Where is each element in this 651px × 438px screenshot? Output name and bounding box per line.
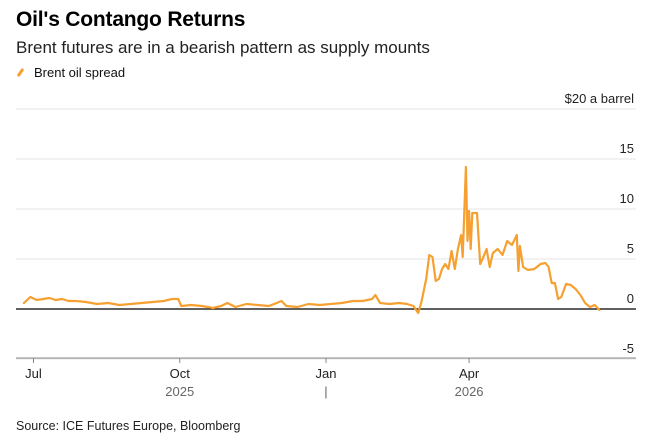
- year-divider: |: [324, 384, 327, 399]
- y-tick-label: $20 a barrel: [565, 91, 634, 106]
- x-tick-label: Jan: [316, 366, 337, 381]
- x-tick-label: Apr: [459, 366, 480, 381]
- y-tick-label: 15: [620, 141, 634, 156]
- series-line-brent-oil-spread: [22, 165, 601, 315]
- y-tick-label: -5: [622, 341, 634, 356]
- chart-title: Oil's Contango Returns: [16, 8, 246, 31]
- chart-subtitle: Brent futures are in a bearish pattern a…: [16, 38, 430, 57]
- x-year-label: 2026: [455, 384, 484, 399]
- x-year-label: 2025: [165, 384, 194, 399]
- y-axis-labels: $20 a barrel 15 10 5 0 -5: [565, 91, 634, 356]
- y-tick-label: 10: [620, 191, 634, 206]
- x-tick-label: Jul: [25, 366, 42, 381]
- y-tick-label: 0: [627, 291, 634, 306]
- x-tick-label: Oct: [170, 366, 191, 381]
- gridlines: [16, 108, 636, 360]
- source-note: Source: ICE Futures Europe, Bloomberg: [16, 419, 241, 433]
- x-axis-ticks: Jul Oct Jan Apr 2025 2026 |: [25, 358, 484, 399]
- legend-label: Brent oil spread: [34, 65, 126, 80]
- legend: Brent oil spread: [16, 65, 125, 80]
- y-tick-label: 5: [627, 241, 634, 256]
